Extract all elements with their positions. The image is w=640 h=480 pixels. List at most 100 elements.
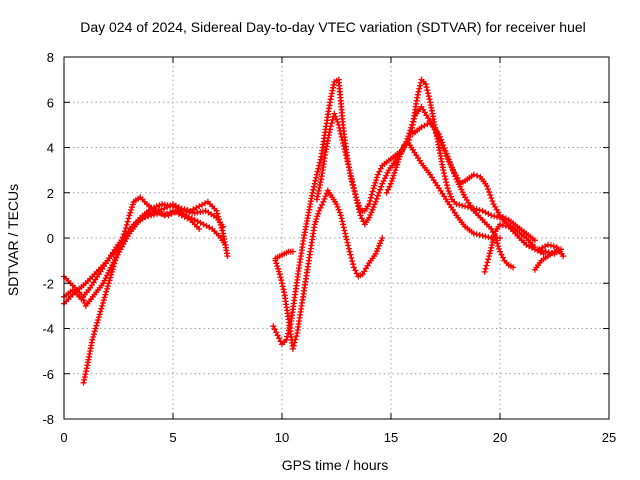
- data-point: [103, 288, 110, 295]
- data-point: [398, 147, 405, 154]
- data-point: [545, 249, 552, 256]
- data-point: [531, 237, 538, 244]
- data-point: [353, 197, 360, 204]
- data-point: [408, 124, 415, 131]
- data-point: [422, 81, 429, 88]
- data-point: [444, 185, 451, 192]
- data-point: [345, 245, 352, 252]
- data-point: [384, 169, 391, 176]
- data-point: [214, 210, 221, 217]
- data-point: [274, 263, 281, 270]
- data-point: [121, 231, 127, 238]
- data-point: [311, 221, 318, 228]
- data-point: [342, 230, 349, 237]
- data-point: [317, 156, 324, 163]
- data-point: [479, 232, 486, 239]
- data-point: [346, 248, 353, 255]
- data-point: [345, 161, 352, 168]
- data-point: [313, 171, 320, 178]
- data-point: [367, 197, 374, 204]
- data-point: [381, 175, 388, 182]
- data-point: [452, 173, 459, 180]
- data-point: [316, 207, 323, 214]
- data-point: [100, 300, 106, 306]
- data-point: [279, 280, 285, 287]
- x-axis-label: GPS time / hours: [282, 457, 389, 473]
- data-point: [499, 222, 506, 229]
- data-point: [219, 227, 226, 234]
- data-point: [483, 183, 490, 189]
- y-tick-label: 6: [47, 95, 54, 110]
- data-point: [342, 149, 349, 155]
- data-point: [353, 194, 360, 201]
- data-point: [491, 231, 498, 237]
- data-point: [343, 155, 350, 162]
- data-point: [102, 291, 109, 298]
- data-point: [348, 254, 355, 261]
- data-point: [369, 188, 376, 195]
- data-point: [377, 186, 384, 193]
- data-point: [440, 167, 447, 174]
- data-point: [443, 150, 450, 157]
- data-point: [353, 270, 360, 277]
- data-point: [278, 277, 285, 284]
- series-arc-11: [481, 221, 547, 275]
- data-point: [442, 147, 449, 154]
- data-point: [350, 182, 357, 189]
- data-point: [470, 230, 477, 237]
- data-point: [83, 365, 90, 372]
- data-point: [331, 110, 338, 117]
- data-point: [345, 164, 352, 171]
- data-point: [332, 113, 339, 120]
- data-point: [116, 243, 123, 250]
- data-point: [328, 90, 335, 97]
- data-point: [334, 203, 341, 210]
- data-point: [339, 137, 346, 143]
- data-point: [481, 268, 488, 275]
- data-point: [354, 200, 361, 207]
- data-point: [314, 213, 321, 220]
- data-point: [462, 203, 469, 210]
- data-point: [109, 268, 115, 275]
- data-point: [310, 186, 317, 193]
- data-point: [334, 119, 341, 125]
- y-tick-label: 8: [47, 50, 54, 65]
- data-point: [345, 242, 352, 249]
- data-point: [443, 179, 450, 186]
- data-point: [321, 196, 328, 202]
- data-point: [409, 121, 416, 128]
- data-point: [470, 171, 477, 178]
- data-point: [92, 325, 99, 332]
- data-point: [450, 167, 457, 174]
- data-point: [370, 185, 377, 192]
- data-point: [126, 212, 133, 219]
- data-point: [313, 216, 320, 222]
- data-point: [356, 209, 363, 216]
- data-point: [99, 302, 106, 309]
- data-point: [447, 162, 454, 168]
- data-point: [436, 130, 442, 137]
- x-tick-label: 5: [169, 430, 176, 445]
- y-tick-label: -2: [42, 276, 54, 291]
- data-point: [378, 183, 385, 190]
- data-point: [289, 345, 296, 352]
- data-point: [388, 180, 394, 187]
- data-point: [376, 189, 382, 196]
- data-point: [484, 259, 491, 266]
- data-point: [497, 221, 503, 228]
- data-point: [341, 146, 348, 152]
- data-point: [340, 224, 347, 231]
- data-point: [175, 205, 182, 212]
- data-point: [446, 159, 453, 166]
- x-tick-label: 20: [493, 430, 507, 445]
- data-point: [336, 209, 343, 216]
- data-point: [337, 130, 344, 137]
- y-tick-label: 0: [47, 231, 54, 246]
- data-point: [350, 185, 357, 192]
- data-point: [333, 201, 340, 208]
- data-point: [373, 195, 380, 202]
- data-point: [315, 165, 322, 172]
- data-point: [275, 268, 282, 275]
- data-point: [283, 336, 290, 343]
